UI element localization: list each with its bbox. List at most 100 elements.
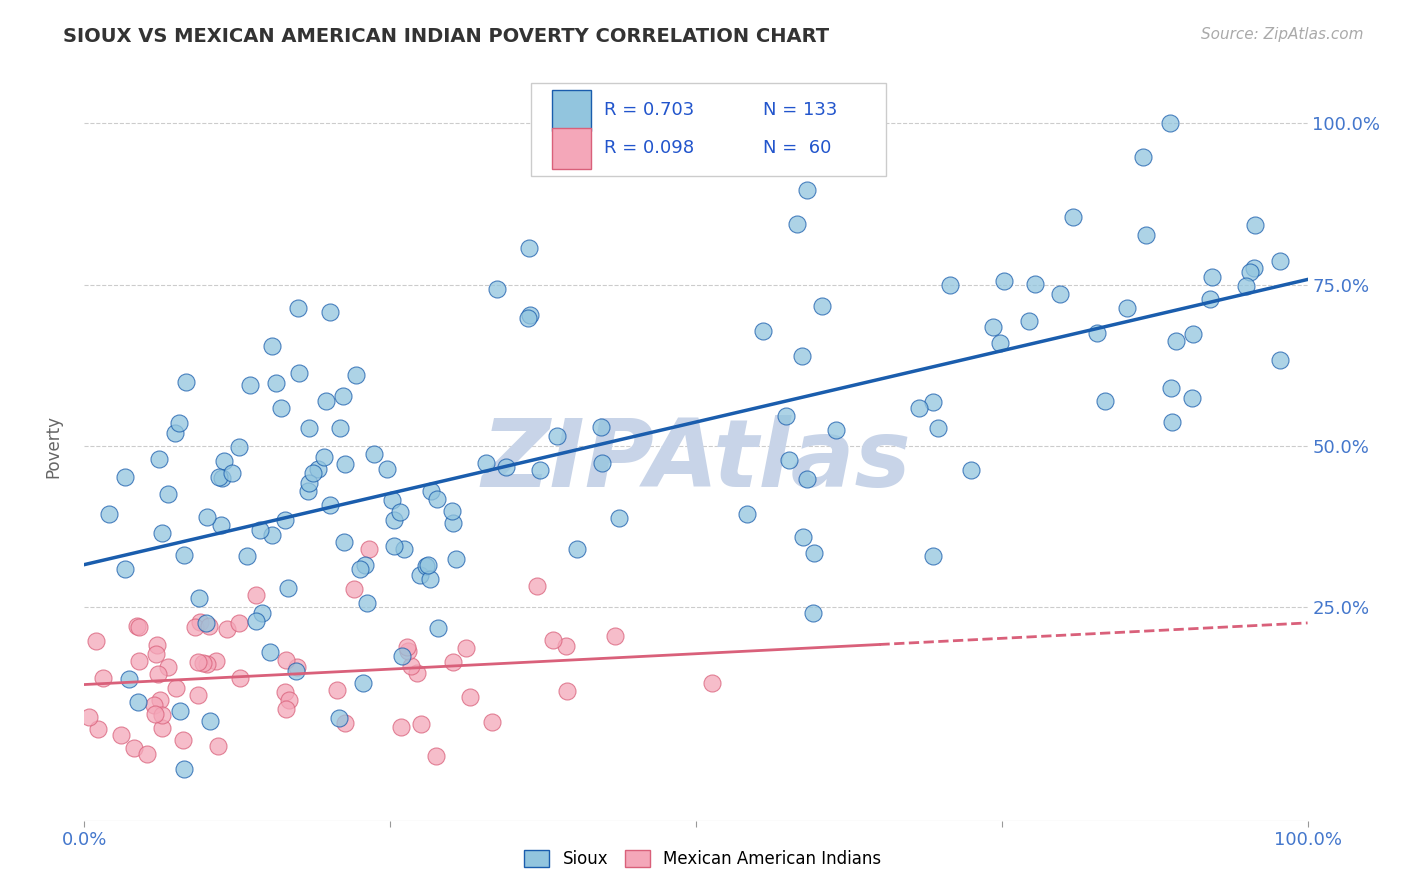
Point bbox=[922, 549, 945, 564]
Point bbox=[420, 484, 443, 499]
Point bbox=[114, 562, 136, 576]
Point bbox=[260, 528, 283, 542]
Point bbox=[274, 653, 297, 667]
Point bbox=[125, 619, 148, 633]
Point bbox=[396, 640, 419, 654]
Point bbox=[735, 507, 758, 521]
Point bbox=[150, 708, 173, 723]
Point bbox=[188, 591, 211, 606]
Point bbox=[609, 510, 631, 524]
Point bbox=[446, 552, 468, 566]
Point bbox=[1062, 210, 1084, 224]
Point bbox=[307, 462, 329, 476]
Point bbox=[517, 241, 540, 255]
Point bbox=[1244, 218, 1267, 232]
Point bbox=[298, 421, 321, 435]
Point bbox=[475, 456, 498, 470]
Point bbox=[174, 376, 197, 390]
Point bbox=[1239, 265, 1261, 279]
Point bbox=[188, 615, 211, 629]
Point bbox=[208, 470, 231, 484]
Text: SIOUX VS MEXICAN AMERICAN INDIAN POVERTY CORRELATION CHART: SIOUX VS MEXICAN AMERICAN INDIAN POVERTY… bbox=[63, 27, 830, 45]
Point bbox=[1160, 381, 1182, 395]
Point bbox=[427, 620, 450, 634]
Point bbox=[440, 503, 463, 517]
Point bbox=[325, 682, 347, 697]
Point bbox=[1198, 292, 1220, 306]
Point bbox=[207, 739, 229, 753]
Point bbox=[993, 274, 1015, 288]
Point bbox=[1132, 150, 1154, 164]
Point bbox=[173, 548, 195, 562]
Point bbox=[441, 516, 464, 531]
Point bbox=[122, 741, 145, 756]
Point bbox=[375, 461, 398, 475]
Point bbox=[391, 720, 413, 734]
Point bbox=[927, 421, 949, 435]
Point bbox=[217, 622, 239, 636]
Point bbox=[249, 523, 271, 537]
Point bbox=[353, 558, 375, 573]
Point bbox=[344, 368, 367, 383]
Point bbox=[333, 457, 356, 471]
Point bbox=[259, 644, 281, 658]
Point bbox=[939, 277, 962, 292]
Point bbox=[1181, 392, 1204, 406]
Point bbox=[1024, 277, 1046, 292]
Point bbox=[245, 588, 267, 602]
Point bbox=[284, 664, 307, 678]
Point bbox=[526, 579, 548, 593]
Text: N =  60: N = 60 bbox=[763, 139, 831, 157]
Point bbox=[555, 684, 578, 698]
Point bbox=[114, 470, 136, 484]
Point bbox=[239, 377, 262, 392]
Point bbox=[197, 618, 219, 632]
Point bbox=[245, 615, 267, 629]
Point bbox=[775, 409, 797, 424]
Point bbox=[1243, 260, 1265, 275]
Point bbox=[1270, 254, 1292, 268]
Point bbox=[149, 692, 172, 706]
Point bbox=[922, 395, 945, 409]
Point bbox=[143, 707, 166, 722]
Point bbox=[343, 582, 366, 596]
Point bbox=[396, 644, 419, 658]
Point bbox=[391, 649, 413, 664]
Point bbox=[485, 282, 508, 296]
Point bbox=[565, 541, 588, 556]
Point bbox=[960, 463, 983, 477]
Point bbox=[1087, 326, 1109, 340]
Point bbox=[335, 716, 357, 731]
Point bbox=[382, 513, 405, 527]
Point bbox=[790, 349, 813, 363]
Point bbox=[165, 681, 187, 695]
Point bbox=[172, 733, 194, 747]
Point bbox=[786, 218, 808, 232]
Point bbox=[481, 715, 503, 730]
Point bbox=[146, 638, 169, 652]
Point bbox=[456, 640, 478, 655]
Point bbox=[297, 484, 319, 499]
Point bbox=[319, 498, 342, 512]
Point bbox=[157, 659, 180, 673]
Point bbox=[778, 453, 800, 467]
Point bbox=[543, 632, 565, 647]
Point bbox=[169, 705, 191, 719]
Point bbox=[392, 542, 415, 557]
Point bbox=[173, 762, 195, 776]
Point bbox=[277, 582, 299, 596]
Point bbox=[191, 656, 214, 670]
Point bbox=[1181, 327, 1204, 342]
Point bbox=[792, 530, 814, 544]
Point bbox=[110, 728, 132, 742]
Point bbox=[77, 710, 100, 724]
Point bbox=[142, 698, 165, 713]
Point bbox=[214, 454, 236, 468]
Point bbox=[1116, 301, 1139, 315]
Point bbox=[409, 717, 432, 731]
Point bbox=[236, 549, 259, 563]
Point bbox=[250, 606, 273, 620]
Point bbox=[270, 401, 292, 415]
Point bbox=[136, 747, 159, 761]
Point bbox=[700, 676, 723, 690]
